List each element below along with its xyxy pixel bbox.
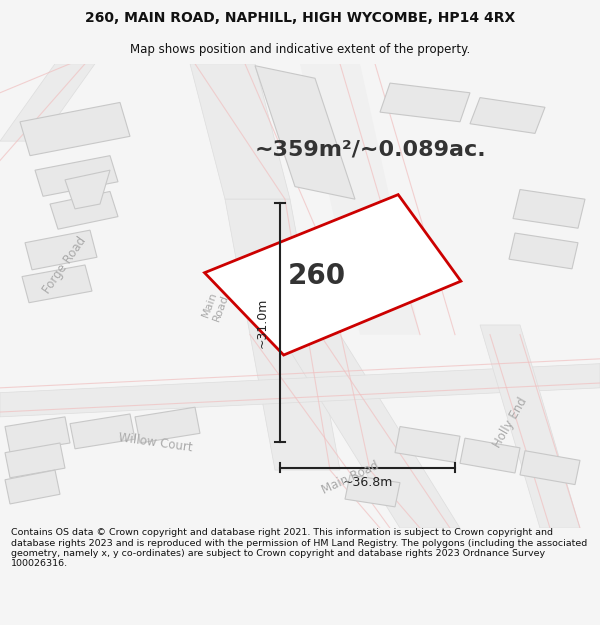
Text: Contains OS data © Crown copyright and database right 2021. This information is : Contains OS data © Crown copyright and d… bbox=[11, 528, 587, 568]
Polygon shape bbox=[513, 189, 585, 228]
Polygon shape bbox=[135, 408, 200, 443]
Polygon shape bbox=[255, 66, 355, 199]
Text: ~359m²/~0.089ac.: ~359m²/~0.089ac. bbox=[254, 139, 486, 159]
Text: Main Road: Main Road bbox=[319, 459, 380, 496]
Polygon shape bbox=[0, 364, 600, 417]
Text: Map shows position and indicative extent of the property.: Map shows position and indicative extent… bbox=[130, 43, 470, 56]
Polygon shape bbox=[460, 438, 520, 473]
Polygon shape bbox=[35, 156, 118, 196]
Text: Willow Court: Willow Court bbox=[117, 431, 193, 454]
Polygon shape bbox=[300, 64, 420, 334]
Polygon shape bbox=[0, 64, 95, 141]
Polygon shape bbox=[205, 194, 461, 355]
Polygon shape bbox=[22, 265, 92, 302]
Polygon shape bbox=[5, 470, 60, 504]
Polygon shape bbox=[20, 102, 130, 156]
Polygon shape bbox=[380, 83, 470, 122]
Polygon shape bbox=[50, 191, 118, 229]
Polygon shape bbox=[345, 475, 400, 507]
Polygon shape bbox=[5, 443, 65, 478]
Polygon shape bbox=[25, 230, 97, 270]
Polygon shape bbox=[5, 417, 70, 452]
Polygon shape bbox=[190, 64, 290, 199]
Text: ~31.0m: ~31.0m bbox=[256, 298, 269, 348]
Text: 260: 260 bbox=[288, 262, 346, 290]
Text: ~36.8m: ~36.8m bbox=[343, 476, 392, 489]
Polygon shape bbox=[395, 426, 460, 462]
Polygon shape bbox=[70, 414, 135, 449]
Polygon shape bbox=[480, 325, 580, 528]
Polygon shape bbox=[225, 199, 340, 470]
Polygon shape bbox=[280, 334, 460, 528]
Polygon shape bbox=[520, 451, 580, 484]
Text: Main
Road: Main Road bbox=[200, 289, 230, 323]
Text: Holly End: Holly End bbox=[490, 395, 530, 449]
Text: Forge Road: Forge Road bbox=[41, 235, 89, 296]
Polygon shape bbox=[470, 98, 545, 133]
Polygon shape bbox=[509, 233, 578, 269]
Text: 260, MAIN ROAD, NAPHILL, HIGH WYCOMBE, HP14 4RX: 260, MAIN ROAD, NAPHILL, HIGH WYCOMBE, H… bbox=[85, 11, 515, 25]
Polygon shape bbox=[65, 170, 110, 209]
